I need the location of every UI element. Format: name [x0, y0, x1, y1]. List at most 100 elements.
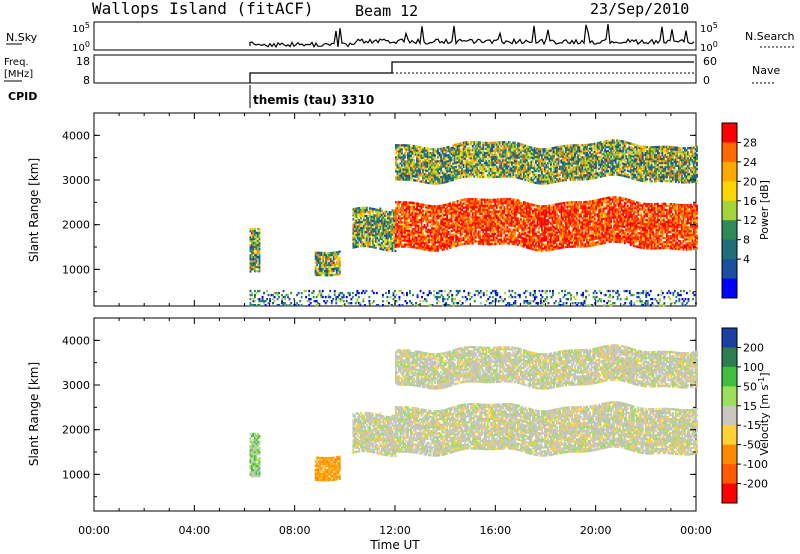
echo-cell — [464, 240, 467, 243]
echo-cell — [586, 218, 588, 222]
echo-cell — [533, 230, 536, 233]
echo-cell — [385, 246, 388, 250]
echo-cell — [404, 166, 406, 169]
echo-cell — [662, 216, 665, 220]
nsearch-label: N.Search — [745, 30, 795, 43]
echo-cell — [574, 221, 576, 224]
echo-cell — [562, 210, 564, 213]
echo-cell — [411, 170, 414, 174]
echo-cell — [416, 236, 418, 239]
echo-cell — [631, 208, 634, 211]
echo-cell — [500, 210, 503, 213]
echo-cell — [456, 208, 459, 211]
echo-cell — [404, 176, 406, 179]
echo-cell — [384, 224, 386, 227]
echo-cell — [661, 214, 664, 218]
echo-cell — [687, 206, 689, 209]
echo-cell — [631, 202, 634, 205]
echo-cell — [492, 230, 495, 234]
echo-cell — [530, 235, 533, 238]
echo-cell — [401, 170, 403, 173]
echo-cell — [674, 219, 677, 222]
echo-cell — [598, 242, 601, 246]
echo-cell — [619, 236, 622, 240]
echo-cell — [338, 264, 341, 267]
echo-cell — [641, 230, 644, 234]
echo-cell — [462, 206, 465, 209]
echo-cell — [532, 232, 534, 235]
echo-cell — [685, 226, 688, 229]
echo-cell — [470, 242, 473, 245]
echo-cell — [595, 227, 598, 230]
echo-cell — [544, 215, 546, 218]
echo-cell — [470, 210, 473, 213]
echo-cell — [486, 243, 489, 246]
echo-cell — [361, 242, 364, 246]
echo-cell — [377, 215, 380, 218]
echo-cell — [553, 234, 555, 237]
echo-cell — [550, 226, 552, 229]
echo-cell — [444, 233, 447, 237]
echo-cell — [560, 208, 563, 211]
echo-cell — [691, 225, 694, 229]
echo-cell — [602, 241, 605, 245]
echo-cell — [583, 221, 585, 224]
echo-cell — [589, 240, 591, 243]
echo-cell — [595, 235, 598, 238]
echo-cell — [521, 232, 524, 236]
echo-cell — [477, 222, 480, 225]
echo-cell — [682, 204, 685, 207]
echo-cell — [528, 211, 531, 214]
echo-cell — [572, 211, 575, 214]
echo-cell — [483, 210, 486, 214]
echo-cell — [483, 226, 486, 230]
echo-cell — [353, 209, 356, 213]
echo-cell — [658, 208, 661, 212]
echo-cell — [257, 227, 259, 231]
echo-cell — [461, 217, 464, 220]
echo-cell — [408, 146, 411, 149]
echo-cell — [589, 238, 591, 241]
echo-cell — [332, 259, 335, 263]
echo-cell — [551, 234, 554, 237]
echo-cell — [486, 241, 489, 244]
echo-cell — [650, 243, 653, 246]
echo-cell — [524, 237, 527, 241]
echo-cell — [676, 231, 679, 235]
echo-cell — [362, 212, 365, 216]
echo-cell — [581, 229, 584, 232]
echo-cell — [586, 214, 588, 218]
echo-cell — [560, 206, 563, 209]
echo-cell — [257, 241, 259, 245]
echo-cell — [419, 243, 421, 246]
echo-cell — [373, 222, 376, 225]
echo-cell — [661, 204, 664, 208]
echo-cell — [525, 242, 528, 245]
echo-cell — [396, 225, 399, 228]
echo-cell — [470, 234, 473, 237]
echo-cell — [658, 239, 661, 242]
echo-cell — [432, 219, 435, 222]
echo-cell — [513, 198, 516, 202]
echo-cell — [684, 244, 686, 247]
echo-cell — [518, 225, 521, 229]
echo-cell — [441, 240, 444, 243]
echo-cell — [632, 236, 635, 239]
echo-cell — [659, 238, 662, 242]
echo-cell — [425, 248, 427, 251]
echo-cell — [319, 269, 322, 273]
echo-cell — [547, 237, 549, 240]
echo-cell — [687, 226, 689, 229]
echo-cell — [480, 212, 483, 215]
echo-cell — [396, 156, 399, 159]
echo-cell — [335, 251, 338, 254]
echo-cell — [626, 234, 629, 238]
echo-cell — [598, 228, 601, 232]
echo-cell — [314, 255, 317, 258]
echo-cell — [647, 247, 650, 250]
echo-cell — [658, 243, 661, 246]
echo-cell — [429, 215, 432, 218]
echo-cell — [658, 228, 661, 232]
echo-cell — [402, 174, 405, 177]
echo-cell — [646, 221, 649, 224]
